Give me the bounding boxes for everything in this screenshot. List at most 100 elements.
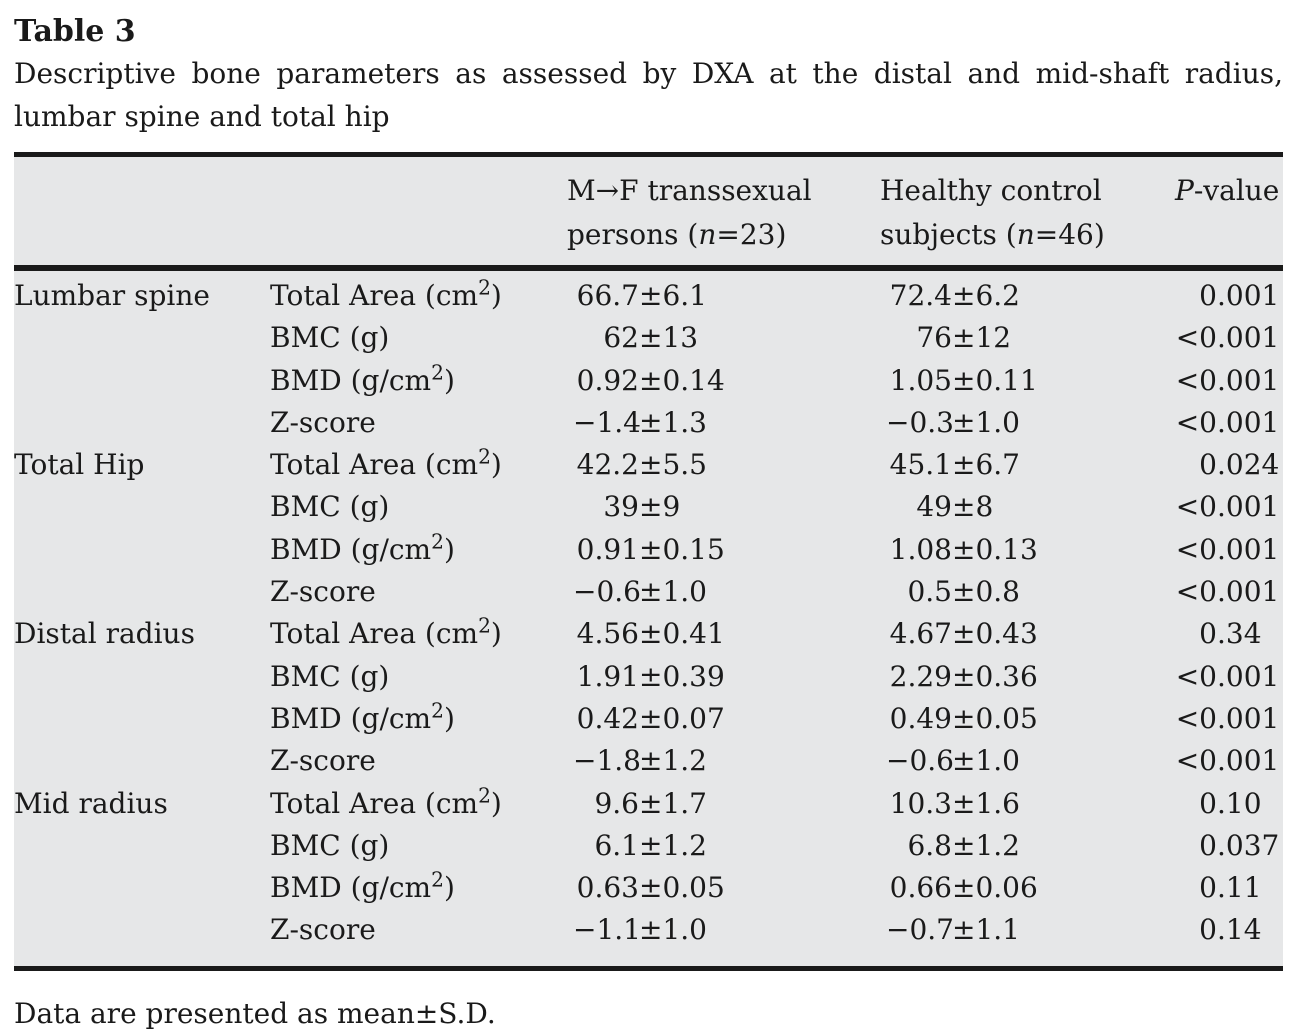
col-header-mf-group: M→F transsexual persons (n=23) [567,154,880,271]
param-cell: BMD (g/cm2) [270,867,455,905]
param-cell: Total Area (cm2) [270,783,502,820]
param-cell: Z-score [270,744,376,778]
site-cell [14,402,270,444]
table-row: Mid radius Total Area (cm2) 9.6±1.7 10.3±1.… [14,783,1283,825]
table-row: Z-score −1.8±1.2 −0.6±1.0 <0.001 [14,740,1283,782]
table-row: BMD (g/cm2) 0.42±0.07 0.49±0.05 <0.001 [14,698,1283,740]
mf-value-cell: 66.7±6.1 [576,279,707,312]
p-value-cell: <0.001 [1175,744,1280,778]
mf-value-cell: 62±13 [603,321,699,355]
table-row: Distal radius Total Area (cm2) 4.56±0.41 4.… [14,613,1283,655]
p-value-cell: 0.14 [1199,913,1262,947]
header-row: M→F transsexual persons (n=23) Healthy co… [14,154,1283,271]
hc-value-cell: 76±12 [916,321,1012,355]
p-value-cell: 0.001 [1199,279,1280,312]
hc-value-cell: 0.5±0.8 [907,575,1020,609]
site-cell [14,740,270,782]
col-header-site [14,154,270,271]
hc-value-cell: 4.67±0.43 [889,617,1038,651]
site-cell [14,867,270,909]
hc-value-cell: −0.7±1.1 [886,913,1020,947]
table-row: BMC (g) 1.91±0.39 2.29±0.36 <0.001 [14,656,1283,698]
table-caption: Descriptive bone parameters as assessed … [14,52,1283,138]
param-cell: Z-score [270,405,376,439]
bone-parameters-table: M→F transsexual persons (n=23) Healthy co… [14,152,1283,971]
p-value-cell: <0.001 [1175,659,1280,693]
param-cell: BMD (g/cm2) [270,360,455,397]
mf-value-cell: −1.8±1.2 [573,744,707,778]
table-row: BMD (g/cm2) 0.91±0.15 1.08±0.13 <0.001 [14,529,1283,571]
hc-value-cell: 1.05±0.11 [889,363,1038,397]
param-cell: Total Area (cm2) [270,444,502,482]
table-row: Z-score −0.6±1.0 0.5±0.8 <0.001 [14,571,1283,613]
site-cell [14,656,270,698]
p-value-cell: 0.11 [1199,871,1262,905]
col-header-hc-group: Healthy control subjects (n=46) [880,154,1175,271]
p-value-cell: <0.001 [1175,701,1280,735]
site-cell [14,698,270,740]
table-row: BMC (g) 39±9 49±8 <0.001 [14,486,1283,528]
mf-value-cell: 39±9 [603,490,681,524]
p-value-cell: <0.001 [1175,490,1280,524]
site-cell [14,317,270,359]
hc-value-cell: −0.3±1.0 [886,405,1020,439]
hc-value-cell: −0.6±1.0 [886,744,1020,778]
param-cell: BMC (g) [270,490,390,524]
site-cell: Mid radius [14,786,168,820]
table-row: Lumbar spine Total Area (cm2) 66.7±6.1 72.4… [14,268,1283,317]
col-header-param [270,154,567,271]
mf-value-cell: 42.2±5.5 [576,448,707,482]
p-value-cell: <0.001 [1175,363,1280,397]
table-row: BMD (g/cm2) 0.92±0.14 1.05±0.11 <0.001 [14,360,1283,402]
table-row: Z-score −1.1±1.0 −0.7±1.1 0.14 [14,909,1283,968]
site-cell: Total Hip [14,448,145,482]
site-cell [14,571,270,613]
site-cell: Lumbar spine [14,279,210,312]
hc-value-cell: 0.49±0.05 [889,701,1038,735]
caption-line-2: lumbar spine and total hip [14,100,390,133]
site-cell [14,360,270,402]
param-cell: BMC (g) [270,828,390,862]
site-cell: Distal radius [14,617,195,651]
p-value-cell: <0.001 [1175,532,1280,566]
p-value-cell: <0.001 [1175,321,1280,355]
mf-value-cell: 0.92±0.14 [576,363,725,397]
site-cell [14,909,270,968]
hc-value-cell: 49±8 [916,490,994,524]
p-value-cell: 0.024 [1199,448,1280,482]
p-value-cell: 0.34 [1199,617,1262,651]
param-cell: BMC (g) [270,321,390,355]
hc-value-cell: 1.08±0.13 [889,532,1038,566]
param-cell: Z-score [270,913,376,947]
mf-value-cell: 9.6±1.7 [594,786,707,820]
param-cell: BMC (g) [270,659,390,693]
table-row: BMD (g/cm2) 0.63±0.05 0.66±0.06 0.11 [14,867,1283,909]
p-value-cell: 0.037 [1199,828,1280,862]
p-value-cell: <0.001 [1175,405,1280,439]
mf-value-cell: 0.42±0.07 [576,701,725,735]
param-cell: BMD (g/cm2) [270,698,455,735]
site-cell [14,486,270,528]
mf-value-cell: 0.91±0.15 [576,532,725,566]
param-cell: Total Area (cm2) [270,275,502,312]
col-header-p-value: P-value [1175,154,1283,271]
table-body: Lumbar spine Total Area (cm2) 66.7±6.1 72.4… [14,268,1283,968]
param-cell: Total Area (cm2) [270,614,502,651]
mf-value-cell: 1.91±0.39 [576,659,725,693]
hc-value-cell: 10.3±1.6 [889,786,1020,820]
hc-value-cell: 6.8±1.2 [907,828,1020,862]
table-header: M→F transsexual persons (n=23) Healthy co… [14,154,1283,271]
table-title: Table 3 [14,14,136,49]
table-row: Total Hip Total Area (cm2) 42.2±5.5 45.1±6.… [14,444,1283,486]
mf-value-cell: −1.4±1.3 [573,405,707,439]
mf-value-cell: 6.1±1.2 [594,828,707,862]
param-cell: Z-score [270,575,376,609]
site-cell [14,529,270,571]
p-value-cell: <0.001 [1175,575,1280,609]
table-row: BMC (g) 62±13 76±12 <0.001 [14,317,1283,359]
mf-value-cell: −1.1±1.0 [573,913,707,947]
caption-line-1: Descriptive bone parameters as assessed … [14,57,1283,90]
param-cell: BMD (g/cm2) [270,529,455,566]
hc-value-cell: 45.1±6.7 [889,448,1020,482]
hc-value-cell: 2.29±0.36 [889,659,1038,693]
